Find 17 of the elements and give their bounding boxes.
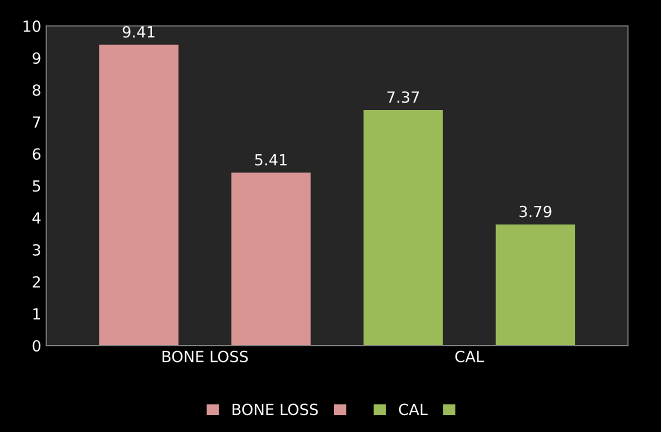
y-tick-label: 6 [32, 148, 40, 160]
data-label: 7.37 [387, 91, 419, 103]
legend-label: CAL [399, 404, 428, 416]
y-tick-label: 8 [32, 84, 40, 96]
y-tick-label: 2 [32, 276, 40, 288]
data-label: 3.79 [520, 206, 552, 218]
y-tick-label: 4 [32, 212, 41, 224]
y-tick-label: 1 [33, 308, 40, 320]
data-label: 5.41 [255, 154, 287, 166]
y-tick-label: 7 [32, 116, 40, 128]
y-tick-label: 3 [32, 244, 40, 256]
legend-label: BONE LOSS [232, 404, 318, 416]
y-tick-label: 9 [32, 52, 40, 64]
y-tick-label: 5 [32, 180, 40, 192]
y-tick-label: 0 [32, 340, 40, 352]
data-label: 9.41 [122, 26, 154, 38]
y-tick-label: 10 [24, 20, 40, 32]
